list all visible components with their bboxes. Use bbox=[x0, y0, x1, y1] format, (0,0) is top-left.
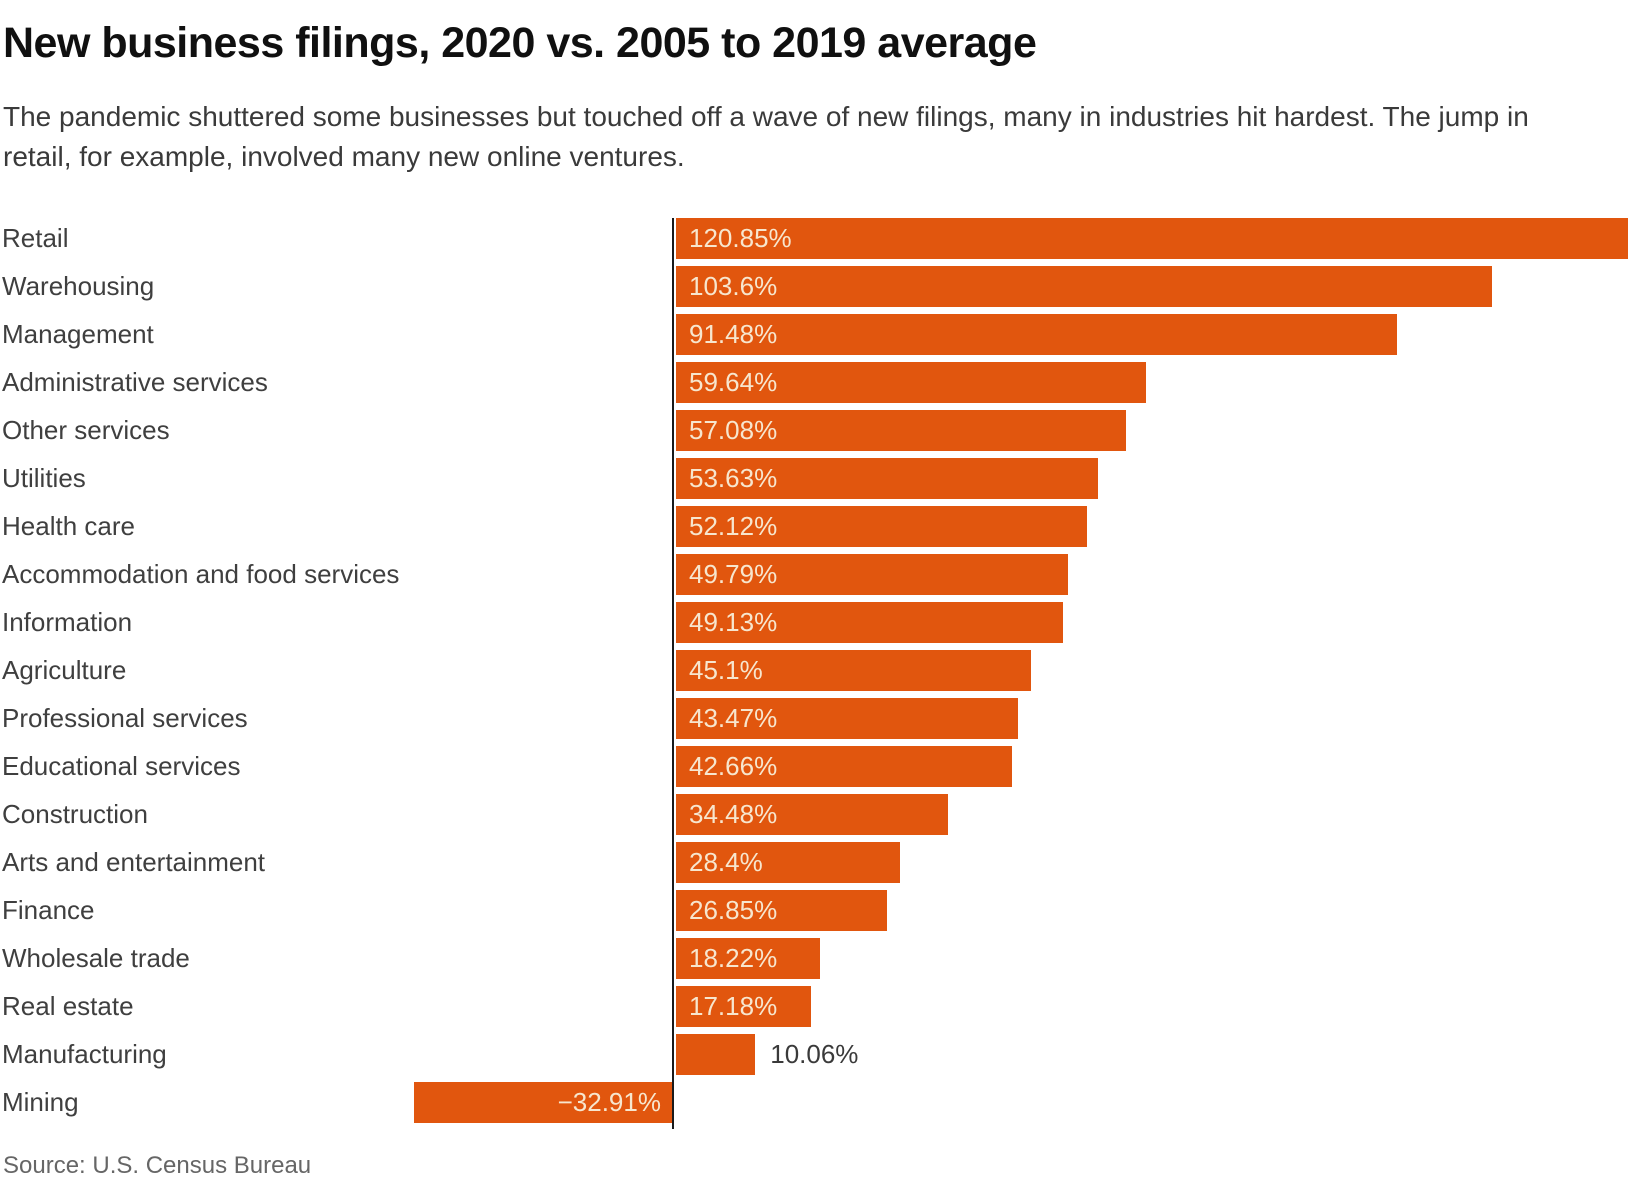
source-note: Source: U.S. Census Bureau bbox=[3, 1152, 312, 1179]
bar-value-label: 42.66% bbox=[689, 751, 778, 781]
category-label: Agriculture bbox=[2, 655, 127, 685]
bar-value-label: −32.91% bbox=[557, 1087, 661, 1117]
category-label: Construction bbox=[2, 799, 148, 829]
bar: 45.1% bbox=[676, 650, 1032, 691]
bar-value-label: 52.12% bbox=[689, 511, 778, 541]
bar-value-label: 10.06% bbox=[770, 1039, 859, 1069]
category-label: Warehousing bbox=[2, 271, 155, 301]
bar-value-label: 53.63% bbox=[689, 463, 778, 493]
bar: 57.08% bbox=[676, 410, 1126, 451]
category-label: Health care bbox=[2, 511, 135, 541]
bar: 28.4% bbox=[676, 842, 900, 883]
category-label: Educational services bbox=[2, 751, 241, 781]
category-label: Administrative services bbox=[2, 367, 268, 397]
category-label: Mining bbox=[2, 1087, 79, 1117]
chart-title: New business filings, 2020 vs. 2005 to 2… bbox=[3, 19, 1037, 67]
bar: 52.12% bbox=[676, 506, 1087, 547]
bar: 59.64% bbox=[676, 362, 1146, 403]
category-label: Manufacturing bbox=[2, 1039, 167, 1069]
zero-axis-line bbox=[672, 218, 674, 1129]
bar-value-label: 103.6% bbox=[689, 271, 778, 301]
bar-value-label: 57.08% bbox=[689, 415, 778, 445]
category-label: Real estate bbox=[2, 991, 134, 1021]
bar-value-label: 59.64% bbox=[689, 367, 778, 397]
bar: 34.48% bbox=[676, 794, 948, 835]
category-label: Professional services bbox=[2, 703, 248, 733]
bar: 103.6% bbox=[676, 266, 1493, 307]
bar: 43.47% bbox=[676, 698, 1019, 739]
bar: 17.18% bbox=[676, 986, 812, 1027]
bar-value-label: 120.85% bbox=[689, 223, 792, 253]
subtitle-line-1: The pandemic shuttered some businesses b… bbox=[3, 101, 1529, 132]
subtitle-line-2: retail, for example, involved many new o… bbox=[3, 141, 685, 172]
category-label: Wholesale trade bbox=[2, 943, 190, 973]
category-label: Finance bbox=[2, 895, 95, 925]
bar-value-label: 45.1% bbox=[689, 655, 763, 685]
category-label: Management bbox=[2, 319, 154, 349]
category-label: Other services bbox=[2, 415, 170, 445]
bar: −32.91% bbox=[413, 1082, 673, 1123]
bar: 49.13% bbox=[676, 602, 1063, 643]
bar-value-label: 43.47% bbox=[689, 703, 778, 733]
bar-value-label: 17.18% bbox=[689, 991, 778, 1021]
bar: 91.48% bbox=[676, 314, 1397, 355]
bar-value-label: 34.48% bbox=[689, 799, 778, 829]
bar: 49.79% bbox=[676, 554, 1069, 595]
category-label: Utilities bbox=[2, 463, 86, 493]
bar-value-label: 49.13% bbox=[689, 607, 778, 637]
bar: 42.66% bbox=[676, 746, 1013, 787]
category-label: Retail bbox=[2, 223, 69, 253]
bar-value-label: 26.85% bbox=[689, 895, 778, 925]
bar-value-label: 28.4% bbox=[689, 847, 763, 877]
bar: 120.85% bbox=[676, 218, 1628, 259]
bar: 53.63% bbox=[676, 458, 1099, 499]
bar: 26.85% bbox=[676, 890, 888, 931]
category-label: Arts and entertainment bbox=[2, 847, 266, 877]
category-label: Information bbox=[2, 607, 133, 637]
category-label: Accommodation and food services bbox=[2, 559, 400, 589]
bar-value-label: 91.48% bbox=[689, 319, 778, 349]
chart-subtitle: The pandemic shuttered some businesses b… bbox=[3, 97, 1563, 177]
bar-value-label: 18.22% bbox=[689, 943, 778, 973]
bar-value-label: 49.79% bbox=[689, 559, 778, 589]
bar bbox=[676, 1034, 756, 1075]
bar: 18.22% bbox=[676, 938, 820, 979]
